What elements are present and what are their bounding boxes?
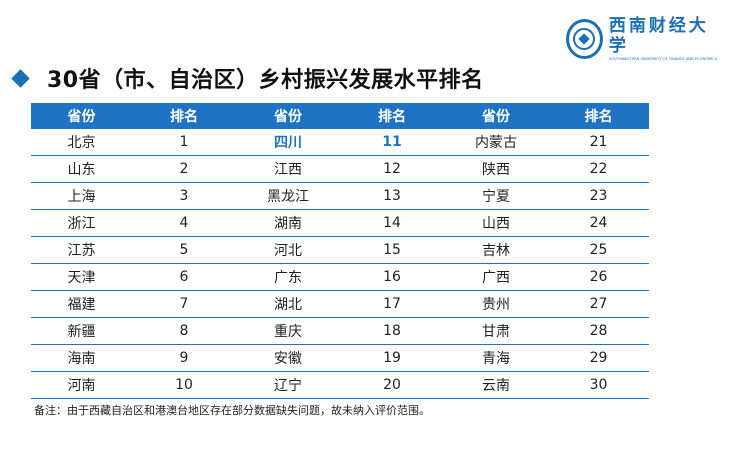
rank-cell: 11 — [340, 129, 444, 156]
province-cell: 浙江 — [31, 209, 132, 237]
rank-cell: 14 — [340, 209, 444, 237]
province-cell: 安徽 — [236, 344, 340, 372]
province-cell: 云南 — [444, 371, 548, 399]
column-header-rank: 排名 — [132, 103, 236, 129]
province-cell: 新疆 — [31, 317, 132, 345]
table-row: 上海 3 黑龙江 13 宁夏 23 — [31, 182, 649, 210]
column-header-rank: 排名 — [340, 103, 444, 129]
province-cell: 河南 — [31, 371, 132, 399]
logo-text: 西南财经大学 SOUTHWESTERN UNIVERSITY OF FINANC… — [609, 16, 718, 62]
rank-cell: 29 — [548, 344, 649, 372]
column-header-province: 省份 — [31, 103, 132, 129]
province-cell: 甘肃 — [444, 317, 548, 345]
rank-cell: 28 — [548, 317, 649, 345]
logo-name-cn: 西南财经大学 — [608, 16, 709, 56]
table-row: 新疆 8 重庆 18 甘肃 28 — [31, 317, 649, 345]
column-header-province: 省份 — [236, 103, 340, 129]
province-cell: 天津 — [31, 263, 132, 291]
rank-cell: 9 — [132, 344, 236, 372]
province-cell: 重庆 — [236, 317, 340, 345]
province-cell: 江苏 — [31, 236, 132, 264]
ranking-table: 省份 排名 省份 排名 省份 排名 北京 1 四川 11 内蒙古 21 山东 2 江西 12 陕西 2… — [31, 103, 649, 399]
diamond-bullet-icon — [11, 68, 30, 88]
table-row: 海南 9 安徽 19 青海 29 — [31, 344, 649, 372]
province-cell: 陕西 — [444, 155, 548, 183]
table-row: 江苏 5 河北 15 吉林 25 — [31, 236, 649, 264]
rank-cell: 12 — [340, 155, 444, 183]
province-cell: 福建 — [31, 290, 132, 318]
province-cell: 宁夏 — [444, 182, 548, 210]
footnote: 备注：由于西藏自治区和港澳台地区存在部分数据缺失问题，故未纳入评价范围。 — [34, 404, 430, 417]
table-row: 河南 10 辽宁 20 云南 30 — [31, 371, 649, 399]
rank-cell: 20 — [340, 371, 444, 399]
university-seal-icon — [566, 19, 603, 59]
province-cell: 广东 — [236, 263, 340, 291]
title-row: 30省（市、自治区）乡村振兴发展水平排名 — [10, 62, 484, 94]
rank-cell: 25 — [548, 236, 649, 264]
rank-cell: 17 — [340, 290, 444, 318]
rank-cell: 26 — [548, 263, 649, 291]
province-cell: 山西 — [444, 209, 548, 237]
rank-cell: 13 — [340, 182, 444, 210]
province-cell: 河北 — [236, 236, 340, 264]
province-cell: 山东 — [31, 155, 132, 183]
province-cell: 湖南 — [236, 209, 340, 237]
rank-cell: 2 — [132, 155, 236, 183]
table-row: 山东 2 江西 12 陕西 22 — [31, 155, 649, 183]
rank-cell: 18 — [340, 317, 444, 345]
table-row: 浙江 4 湖南 14 山西 24 — [31, 209, 649, 237]
table-header-row: 省份 排名 省份 排名 省份 排名 — [31, 103, 649, 129]
province-cell: 海南 — [31, 344, 132, 372]
rank-cell: 16 — [340, 263, 444, 291]
rank-cell: 3 — [132, 182, 236, 210]
rank-cell: 23 — [548, 182, 649, 210]
rank-cell: 8 — [132, 317, 236, 345]
rank-cell: 6 — [132, 263, 236, 291]
rank-cell: 5 — [132, 236, 236, 264]
province-cell: 四川 — [236, 129, 340, 156]
province-cell: 上海 — [31, 182, 132, 210]
rank-cell: 15 — [340, 236, 444, 264]
rank-cell: 4 — [132, 209, 236, 237]
province-cell: 辽宁 — [236, 371, 340, 399]
province-cell: 黑龙江 — [236, 182, 340, 210]
province-cell: 内蒙古 — [444, 129, 548, 156]
rank-cell: 1 — [132, 129, 236, 156]
rank-cell: 19 — [340, 344, 444, 372]
column-header-rank: 排名 — [548, 103, 649, 129]
rank-cell: 27 — [548, 290, 649, 318]
province-cell: 北京 — [31, 129, 132, 156]
province-cell: 江西 — [236, 155, 340, 183]
table-row: 北京 1 四川 11 内蒙古 21 — [31, 129, 649, 156]
rank-cell: 21 — [548, 129, 649, 156]
province-cell: 贵州 — [444, 290, 548, 318]
rank-cell: 7 — [132, 290, 236, 318]
rank-cell: 24 — [548, 209, 649, 237]
province-cell: 吉林 — [444, 236, 548, 264]
table-row: 福建 7 湖北 17 贵州 27 — [31, 290, 649, 318]
rank-cell: 30 — [548, 371, 649, 399]
logo-name-en: SOUTHWESTERN UNIVERSITY OF FINANCE AND E… — [608, 57, 717, 61]
rank-cell: 22 — [548, 155, 649, 183]
province-cell: 湖北 — [236, 290, 340, 318]
page-title: 30省（市、自治区）乡村振兴发展水平排名 — [47, 68, 484, 93]
rank-cell: 10 — [132, 371, 236, 399]
column-header-province: 省份 — [444, 103, 548, 129]
table-row: 天津 6 广东 16 广西 26 — [31, 263, 649, 291]
province-cell: 青海 — [444, 344, 548, 372]
province-cell: 广西 — [444, 263, 548, 291]
university-logo: 西南财经大学 SOUTHWESTERN UNIVERSITY OF FINANC… — [566, 16, 718, 62]
